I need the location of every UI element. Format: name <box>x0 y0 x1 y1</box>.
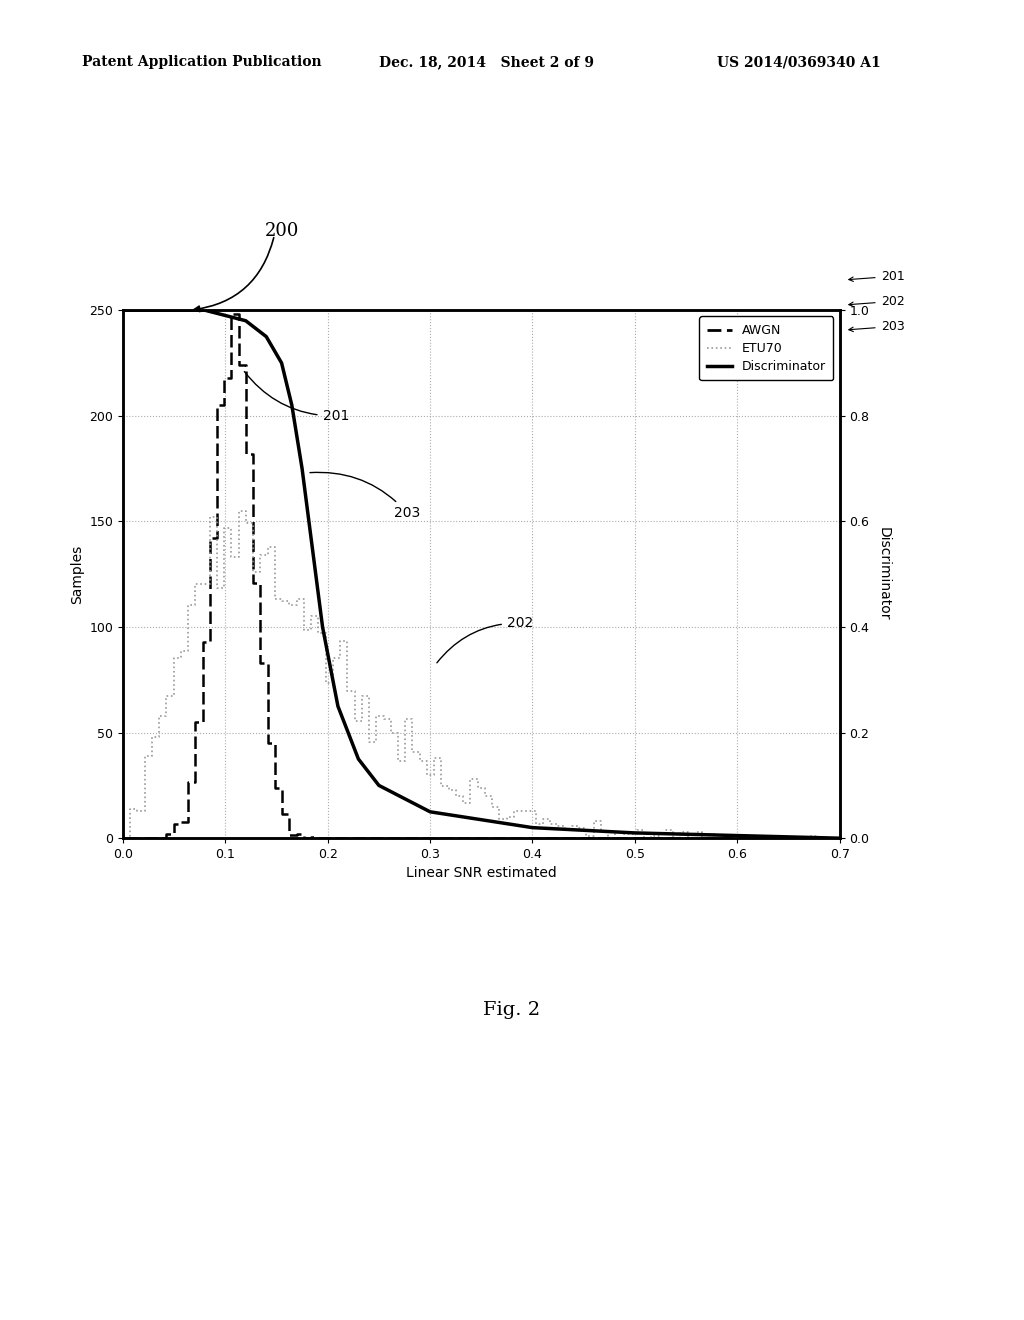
Text: Dec. 18, 2014   Sheet 2 of 9: Dec. 18, 2014 Sheet 2 of 9 <box>379 55 594 70</box>
Text: 203: 203 <box>849 319 904 333</box>
Y-axis label: Samples: Samples <box>70 545 84 603</box>
Text: 203: 203 <box>310 473 421 520</box>
Text: 200: 200 <box>264 222 299 240</box>
Text: 201: 201 <box>245 371 349 422</box>
Text: US 2014/0369340 A1: US 2014/0369340 A1 <box>717 55 881 70</box>
Text: Patent Application Publication: Patent Application Publication <box>82 55 322 70</box>
Text: 202: 202 <box>437 616 534 663</box>
X-axis label: Linear SNR estimated: Linear SNR estimated <box>406 866 557 880</box>
Y-axis label: Discriminator: Discriminator <box>877 528 890 620</box>
Legend: AWGN, ETU70, Discriminator: AWGN, ETU70, Discriminator <box>699 317 834 380</box>
Text: 201: 201 <box>849 269 904 282</box>
Text: 202: 202 <box>849 294 904 308</box>
Text: Fig. 2: Fig. 2 <box>483 1001 541 1019</box>
